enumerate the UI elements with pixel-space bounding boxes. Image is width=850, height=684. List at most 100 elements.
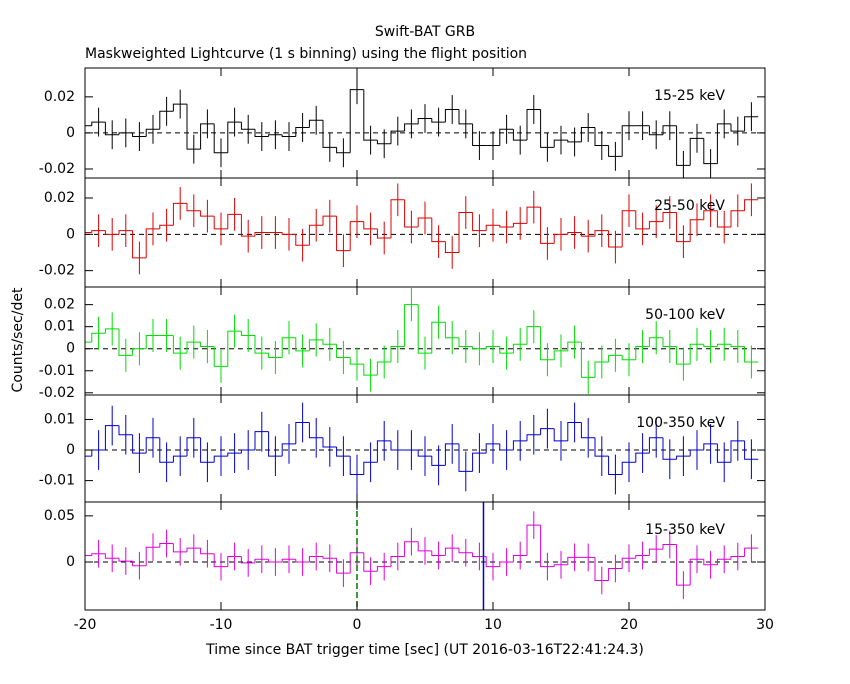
step [336, 344, 351, 359]
step [485, 556, 500, 568]
step [336, 558, 351, 574]
step [363, 221, 378, 230]
step [336, 446, 351, 457]
step [322, 339, 337, 345]
step [567, 422, 582, 441]
step [213, 553, 228, 568]
step [512, 343, 527, 354]
step [635, 346, 650, 360]
step [254, 232, 269, 237]
step [472, 123, 487, 147]
step [567, 140, 582, 143]
step [118, 425, 133, 436]
panel-label: 15-25 keV [654, 88, 725, 104]
step [308, 555, 323, 562]
step [254, 129, 269, 138]
step [608, 230, 623, 248]
step [186, 104, 201, 150]
step [540, 109, 555, 148]
step [322, 120, 337, 148]
step [200, 210, 215, 217]
step [703, 210, 718, 220]
step [540, 207, 555, 244]
step [553, 350, 568, 360]
step [376, 566, 391, 572]
step [118, 328, 133, 356]
step [200, 548, 215, 555]
step [526, 434, 541, 441]
step [553, 564, 568, 567]
step [567, 556, 582, 565]
step [349, 552, 364, 574]
x-axis-label: Time since BAT trigger time [sec] (UT 20… [205, 642, 644, 658]
y-tick-label: -0.02 [39, 385, 75, 401]
step [608, 456, 623, 475]
step [404, 123, 419, 132]
step [444, 547, 459, 556]
y-tick-label: -0.01 [39, 363, 75, 379]
step [458, 109, 473, 125]
step [132, 561, 147, 567]
step [431, 456, 446, 466]
step [689, 137, 704, 166]
step [322, 437, 337, 448]
step [104, 122, 119, 136]
step [526, 326, 541, 345]
step [172, 543, 187, 553]
step [281, 558, 296, 562]
step [417, 541, 432, 552]
step [540, 428, 555, 435]
step [390, 199, 405, 238]
step [240, 122, 255, 130]
step [363, 552, 378, 572]
step [730, 123, 745, 132]
step [635, 452, 650, 463]
step [526, 524, 541, 556]
step [172, 335, 187, 354]
step [349, 456, 364, 475]
step [376, 440, 391, 463]
step [132, 348, 147, 356]
step [716, 123, 731, 164]
step [417, 217, 432, 228]
step [431, 321, 446, 354]
step [648, 221, 663, 229]
step [132, 132, 147, 138]
step [458, 443, 473, 472]
step [703, 344, 718, 348]
step [227, 213, 242, 229]
frame [84, 501, 766, 611]
panel-label: 100-350 keV [636, 415, 725, 431]
step [744, 547, 759, 557]
step [104, 230, 119, 235]
step [635, 555, 650, 559]
step [390, 130, 405, 144]
step [308, 224, 323, 246]
step [744, 116, 759, 132]
panel-label: 15-350 keV [645, 522, 725, 538]
step [485, 224, 500, 231]
step [716, 558, 731, 565]
step [662, 337, 677, 348]
panel [85, 183, 765, 275]
step [104, 328, 119, 334]
step [118, 558, 133, 562]
step [227, 555, 242, 567]
step [499, 225, 514, 228]
step [580, 232, 595, 237]
step [458, 548, 473, 554]
step [594, 437, 609, 457]
y-tick-label: 0.01 [44, 411, 75, 427]
step [213, 216, 228, 230]
step [499, 443, 514, 451]
step [431, 550, 446, 557]
step [322, 556, 337, 559]
step [621, 125, 636, 157]
panel [85, 402, 765, 495]
y-tick-label: 0 [66, 442, 75, 458]
step [472, 346, 487, 350]
step [458, 337, 473, 348]
step [580, 422, 595, 439]
step [268, 353, 283, 359]
